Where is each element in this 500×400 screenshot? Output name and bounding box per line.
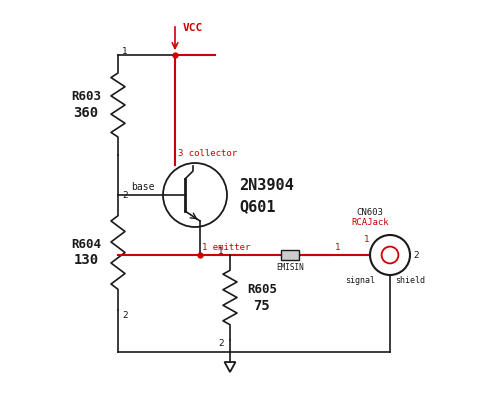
Text: base: base — [131, 182, 155, 192]
Text: RCAJack: RCAJack — [351, 218, 389, 227]
Text: 2: 2 — [122, 310, 128, 320]
Text: 1: 1 — [335, 243, 341, 252]
Text: 2: 2 — [413, 250, 418, 260]
Text: 1: 1 — [364, 236, 370, 244]
Bar — [281, 250, 299, 260]
Text: shield: shield — [395, 276, 425, 285]
Text: 1: 1 — [122, 48, 128, 56]
Text: signal: signal — [345, 276, 375, 285]
Text: EMISIN: EMISIN — [276, 263, 304, 272]
Text: 2: 2 — [122, 190, 128, 200]
Text: 75: 75 — [254, 298, 270, 312]
Text: 1: 1 — [218, 248, 224, 256]
Text: CN603: CN603 — [356, 208, 384, 217]
Text: R604: R604 — [71, 238, 101, 251]
Text: 2: 2 — [218, 338, 224, 348]
Text: VCC: VCC — [183, 23, 203, 33]
Text: 1 emitter: 1 emitter — [202, 243, 250, 252]
Text: R603: R603 — [71, 90, 101, 104]
Text: 130: 130 — [74, 254, 98, 268]
Text: Q601: Q601 — [239, 200, 276, 214]
Text: 360: 360 — [74, 106, 98, 120]
Text: 2N3904: 2N3904 — [239, 178, 294, 192]
Text: 3 collector: 3 collector — [178, 149, 237, 158]
Text: R605: R605 — [247, 283, 277, 296]
